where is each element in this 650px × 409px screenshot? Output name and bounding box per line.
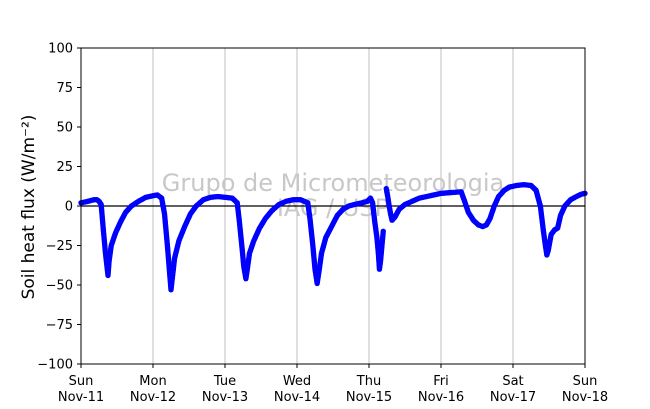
data-point [380, 228, 386, 234]
x-tick-label-day: Sun [69, 374, 94, 389]
x-tick-label-date: Nov-15 [346, 390, 392, 405]
x-tick-label-date: Nov-11 [58, 390, 104, 405]
y-axis: 100 75 50 25 0 −25 −50 −75 −100 [37, 42, 81, 373]
x-tick-label-date: Nov-17 [490, 390, 536, 405]
x-tick-label-day: Sat [502, 374, 523, 389]
x-tick-label-day: Wed [283, 374, 311, 389]
data-series [78, 181, 588, 293]
y-tick-label: 25 [56, 160, 73, 175]
y-tick-label: 75 [56, 81, 73, 96]
y-tick-label: −25 [46, 239, 73, 254]
x-tick-label-date: Nov-13 [202, 390, 248, 405]
x-tick-label-date: Nov-16 [418, 390, 464, 405]
x-tick-label-day: Thu [356, 374, 381, 389]
x-tick-label-date: Nov-14 [274, 390, 320, 405]
x-tick-label-date: Nov-18 [562, 390, 608, 405]
y-tick-label: −100 [37, 358, 73, 373]
y-tick-label: −75 [46, 318, 73, 333]
y-axis-label: Soil heat flux (W/m⁻²) [19, 115, 39, 300]
x-tick-label-day: Tue [213, 374, 236, 389]
x-tick-label-date: Nov-12 [130, 390, 176, 405]
x-tick-label-day: Fri [433, 374, 449, 389]
x-axis: SunNov-11MonNov-12TueNov-13WedNov-14ThuN… [58, 364, 608, 405]
y-tick-label: 0 [65, 200, 73, 215]
x-tick-label-day: Mon [139, 374, 166, 389]
y-tick-label: −50 [46, 279, 73, 294]
x-tick-label-day: Sun [573, 374, 598, 389]
y-tick-label: 50 [56, 121, 73, 136]
y-tick-label: 100 [48, 42, 73, 57]
